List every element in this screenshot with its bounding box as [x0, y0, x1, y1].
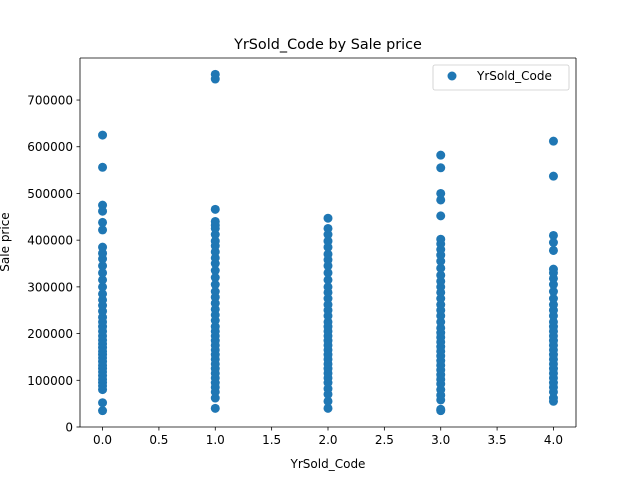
data-point	[210, 280, 220, 290]
data-point	[548, 238, 558, 247]
y-tick-label: 300000	[27, 280, 73, 294]
data-point	[98, 225, 108, 235]
points-layer	[98, 69, 558, 416]
data-point	[548, 264, 558, 274]
data-point	[210, 266, 220, 276]
data-point	[210, 216, 220, 226]
y-axis-label: Sale price	[0, 212, 12, 271]
legend-marker	[447, 71, 457, 81]
data-point	[210, 287, 220, 297]
data-point	[436, 211, 446, 221]
x-tick-label: 0.0	[93, 433, 112, 447]
x-tick-label: 1.0	[206, 433, 225, 447]
data-point	[98, 130, 108, 140]
x-tick-label: 3.0	[431, 433, 450, 447]
data-point	[323, 396, 333, 406]
data-point	[210, 273, 220, 283]
data-point	[323, 268, 333, 278]
x-tick-label: 4.0	[544, 433, 563, 447]
data-point	[436, 188, 446, 198]
data-point	[98, 261, 108, 271]
data-point	[323, 275, 333, 285]
data-point	[98, 289, 108, 299]
data-point	[98, 398, 108, 408]
data-point	[98, 268, 108, 278]
data-point	[323, 213, 333, 223]
x-axis-label: YrSold_Code	[290, 457, 366, 471]
data-point	[436, 263, 446, 273]
axes-spines	[79, 57, 577, 428]
data-point	[436, 234, 446, 244]
x-tick-label: 3.5	[488, 433, 507, 447]
data-point	[323, 223, 333, 233]
data-point	[98, 162, 108, 172]
data-point	[548, 245, 558, 255]
y-tick-label: 700000	[27, 94, 73, 108]
data-point	[436, 404, 446, 414]
data-point	[210, 236, 220, 246]
data-point	[323, 249, 333, 259]
ticks-layer: 0.0 0.5 1.0 1.5 2.0 2.5 3.0 3.5 4.0 0 100000 200000…	[27, 94, 563, 447]
data-point	[323, 236, 333, 246]
data-point	[436, 270, 446, 280]
data-point	[548, 287, 558, 297]
legend-box	[432, 64, 570, 91]
data-point	[210, 403, 220, 413]
data-point	[98, 406, 108, 416]
y-tick-label: 400000	[27, 234, 73, 248]
data-point	[436, 150, 446, 160]
data-point	[210, 204, 220, 214]
data-point	[323, 282, 333, 292]
data-point	[436, 195, 446, 205]
data-point	[210, 69, 220, 79]
y-tick-label: 0	[65, 421, 73, 435]
data-point	[548, 171, 558, 181]
y-tick-label: 500000	[27, 187, 73, 201]
y-tick-label: 100000	[27, 374, 73, 388]
data-point	[323, 403, 333, 413]
x-tick-label: 0.5	[149, 433, 168, 447]
legend-label: YrSold_Code	[476, 69, 552, 83]
data-point	[436, 163, 446, 173]
data-point	[548, 230, 558, 240]
data-point	[98, 275, 108, 285]
x-tick-label: 2.0	[318, 433, 337, 447]
data-point	[548, 294, 558, 304]
x-tick-label: 2.5	[375, 433, 394, 447]
data-point	[98, 217, 108, 227]
chart-title: YrSold_Code by Sale price	[233, 37, 422, 53]
data-point	[548, 136, 558, 146]
data-point	[98, 282, 108, 292]
y-tick-label: 200000	[27, 327, 73, 341]
y-tick-label: 600000	[27, 140, 73, 154]
legend: YrSold_Code	[432, 64, 570, 91]
data-point	[98, 242, 108, 252]
x-tick-label: 1.5	[262, 433, 281, 447]
data-point	[98, 200, 108, 210]
